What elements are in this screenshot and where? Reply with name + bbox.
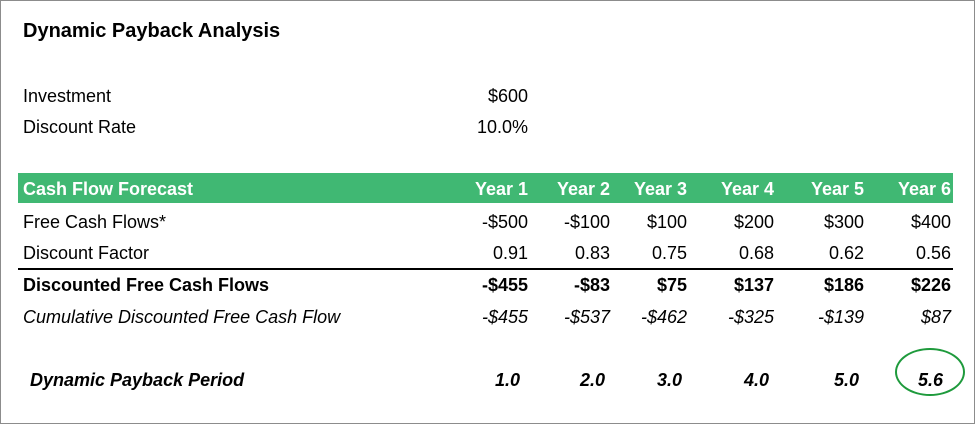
table-header-label: Cash Flow Forecast <box>23 179 194 199</box>
year-header-1: Year 1 <box>474 179 528 199</box>
table-cell: 0.75 <box>651 243 687 263</box>
table-cell: -$537 <box>563 307 610 327</box>
table-header-band <box>18 173 953 203</box>
table-cell: $226 <box>910 275 951 295</box>
table-cell: -$455 <box>481 307 528 327</box>
year-header-5: Year 5 <box>810 179 864 199</box>
table-cell: -$500 <box>481 212 528 232</box>
payback-cell: 4.0 <box>743 370 769 390</box>
table-cell: $300 <box>823 212 864 232</box>
table-cell: $200 <box>733 212 774 232</box>
table-cell: -$83 <box>573 275 610 295</box>
year-header-4: Year 4 <box>720 179 774 199</box>
table-cell: $100 <box>646 212 687 232</box>
payback-period-label: Dynamic Payback Period <box>30 370 245 390</box>
table-cell: 0.62 <box>828 243 864 263</box>
payback-cell: 5.0 <box>833 370 859 390</box>
table-cell: -$139 <box>817 307 864 327</box>
table-cell: $400 <box>910 212 951 232</box>
discount-rate-value: 10.0% <box>476 117 528 137</box>
row-label-discounted-fcf: Discounted Free Cash Flows <box>23 275 270 295</box>
table-cell: 0.91 <box>492 243 528 263</box>
page-title: Dynamic Payback Analysis <box>23 20 281 42</box>
payback-cell: 3.0 <box>656 370 682 390</box>
year-header-2: Year 2 <box>556 179 610 199</box>
row-label-free-cash-flows: Free Cash Flows* <box>23 212 167 232</box>
payback-cell: 2.0 <box>579 370 605 390</box>
table-cell: $186 <box>823 275 864 295</box>
discount-rate-label: Discount Rate <box>23 117 137 137</box>
table-cell: -$455 <box>481 275 528 295</box>
row-label-cumulative: Cumulative Discounted Free Cash Flow <box>23 307 341 327</box>
table-cell: 0.56 <box>915 243 951 263</box>
table-divider <box>18 268 953 270</box>
payback-cell: 1.0 <box>494 370 520 390</box>
table-cell: 0.83 <box>574 243 610 263</box>
table-cell: 0.68 <box>738 243 774 263</box>
investment-value: $600 <box>487 86 528 106</box>
table-cell: $87 <box>920 307 951 327</box>
table-cell: -$462 <box>640 307 687 327</box>
table-cell: $137 <box>733 275 774 295</box>
year-header-6: Year 6 <box>897 179 951 199</box>
table-cell: $75 <box>656 275 687 295</box>
table-cell: -$325 <box>727 307 774 327</box>
row-label-discount-factor: Discount Factor <box>23 243 150 263</box>
year-header-3: Year 3 <box>633 179 687 199</box>
table-cell: -$100 <box>563 212 610 232</box>
investment-label: Investment <box>23 86 112 106</box>
highlight-circle <box>895 348 965 396</box>
